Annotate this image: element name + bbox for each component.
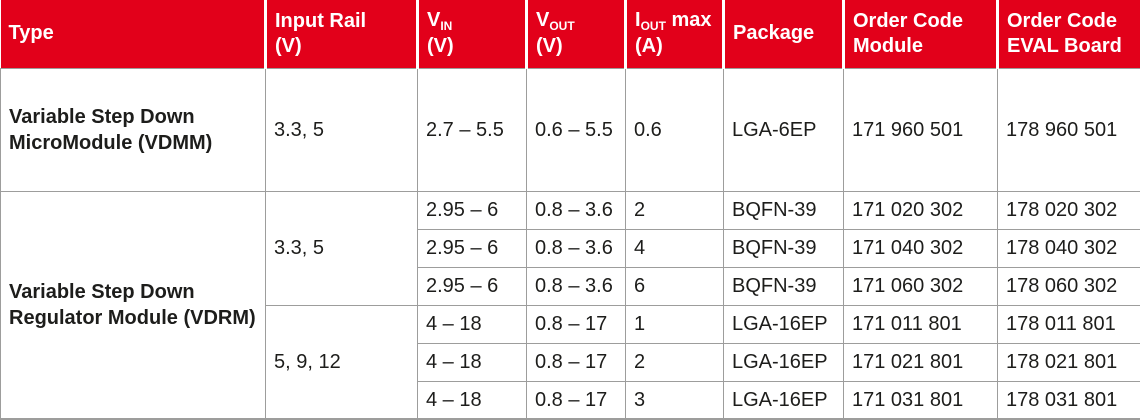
header-line-1: Order Code [853,9,992,34]
cell-vout: 0.6 – 5.5 [526,67,626,192]
cell-package: BQFN-39 [723,190,844,230]
cell-iout-max: 3 [625,380,724,420]
header-line-2: Module [853,34,923,57]
cell-iout-max: 6 [625,266,724,306]
header-line-2: (V) [275,34,302,57]
cell-vin: 2.7 – 5.5 [417,67,527,192]
header-label: V [427,9,441,32]
cell-order-module: 171 960 501 [843,67,998,192]
col-header-vin: VIN (V) [416,0,527,68]
header-line-2: (V) [536,35,563,58]
header-label: Order Code [1007,9,1118,32]
col-header-order-module: Order Code Module [842,0,998,68]
header-line-1: Type [9,21,261,46]
header-line-1: Input Rail [275,9,412,34]
cell-iout-max: 2 [625,190,724,230]
cell-input-rail: 3.3, 5 [265,190,418,306]
cell-order-module: 171 020 302 [843,190,998,230]
cell-input-rail: 3.3, 5 [265,67,418,192]
header-subscript: OUT [640,19,666,34]
cell-package: BQFN-39 [723,266,844,306]
header-line-1: IOUT max [635,8,718,34]
cell-package: LGA-6EP [723,67,844,192]
header-label: Order Code [853,9,964,32]
cell-package: LGA-16EP [723,304,844,344]
col-header-type: Type [0,0,266,68]
cell-order-eval: 178 020 302 [997,190,1140,230]
cell-vin: 2.95 – 6 [417,228,527,268]
cell-vout: 0.8 – 3.6 [526,266,626,306]
cell-vout: 0.8 – 17 [526,304,626,344]
header-label: Input Rail [275,9,367,32]
col-header-vout: VOUT (V) [525,0,626,68]
cell-order-eval: 178 060 302 [997,266,1140,306]
cell-input-rail: 5, 9, 12 [265,304,418,420]
header-subscript: IN [440,19,453,34]
cell-order-eval: 178 021 801 [997,342,1140,382]
header-label: Type [8,22,54,45]
cell-iout-max: 4 [625,228,724,268]
table-row: 4 – 18 0.8 – 17 3 LGA-16EP 171 031 801 1… [1,380,1140,420]
cell-vin: 4 – 18 [417,304,527,344]
cell-order-module: 171 060 302 [843,266,998,306]
cell-vout: 0.8 – 3.6 [526,190,626,230]
col-header-order-eval: Order Code EVAL Board [996,0,1140,68]
header-subscript: OUT [549,19,575,34]
cell-package: LGA-16EP [723,342,844,382]
cell-order-eval: 178 040 302 [997,228,1140,268]
cell-iout-max: 0.6 [625,67,724,192]
cell-order-module: 171 021 801 [843,342,998,382]
table-row: Variable Step Down Regulator Module (VDR… [0,190,1140,420]
header-line-1: Package [733,21,838,46]
cell-vout: 0.8 – 17 [526,380,626,420]
cell-order-module: 171 031 801 [843,380,998,420]
cell-vout: 0.8 – 17 [526,342,626,382]
header-line-2: (A) [635,35,663,58]
cell-order-eval: 178 960 501 [997,67,1140,192]
table-row: 4 – 18 0.8 – 17 2 LGA-16EP 171 021 801 1… [1,342,1140,382]
cell-order-module: 171 011 801 [843,304,998,344]
header-label: V [536,9,550,32]
col-header-iout-max: IOUT max (A) [624,0,724,68]
table-row: 5, 9, 12 4 – 18 0.8 – 17 1 LGA-16EP 171 … [1,304,1140,420]
header-label-suffix: max [665,9,712,32]
cell-iout-max: 2 [625,342,724,382]
table-header: Type Input Rail (V) VIN (V) VOUT (V) IOU… [0,0,1140,68]
cell-iout-max: 1 [625,304,724,344]
cell-vin: 4 – 18 [417,342,527,382]
header-line-1: VOUT [536,8,620,34]
header-label: Package [733,22,815,45]
cell-order-eval: 178 031 801 [997,380,1140,420]
cell-order-module: 171 040 302 [843,228,998,268]
header-line-2: (V) [427,35,454,58]
cell-vin: 4 – 18 [417,380,527,420]
header-row: Type Input Rail (V) VIN (V) VOUT (V) IOU… [0,0,1140,68]
header-label: I [635,9,641,32]
table-row: Variable Step Down MicroModule (VDMM) 3.… [0,67,1140,192]
cell-type: Variable Step Down Regulator Module (VDR… [0,190,266,420]
cell-package: LGA-16EP [723,380,844,420]
cell-type: Variable Step Down MicroModule (VDMM) [0,67,266,192]
col-header-package: Package [722,0,844,68]
cell-vin: 2.95 – 6 [417,190,527,230]
cell-vin: 2.95 – 6 [417,266,527,306]
header-line-1: VIN [427,8,521,34]
col-header-input-rail: Input Rail (V) [264,0,418,68]
table-row: 2.95 – 6 0.8 – 3.6 4 BQFN-39 171 040 302… [1,228,1140,268]
cell-order-eval: 178 011 801 [997,304,1140,344]
table-body: Variable Step Down MicroModule (VDMM) 3.… [0,67,1140,420]
header-line-2: EVAL Board [1007,34,1122,57]
cell-vout: 0.8 – 3.6 [526,228,626,268]
header-line-1: Order Code [1007,9,1137,34]
cell-package: BQFN-39 [723,228,844,268]
